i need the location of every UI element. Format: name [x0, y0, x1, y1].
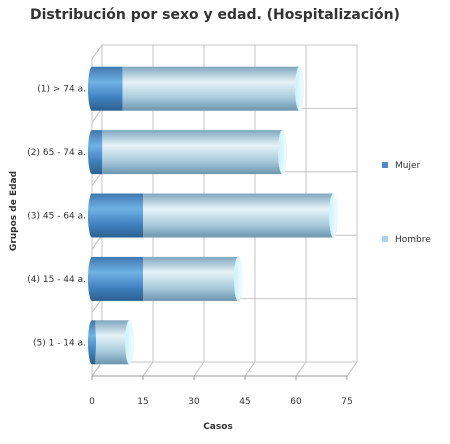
legend-label-hombre: Hombre	[395, 235, 431, 245]
x-gridline-floor	[91, 361, 103, 377]
bar-mujer	[92, 193, 143, 238]
bars	[88, 66, 338, 365]
bar-start-cap	[88, 193, 96, 238]
x-gridline-floor	[244, 361, 256, 377]
y-gridline-wall	[91, 298, 103, 313]
bar-start-cap	[88, 256, 96, 301]
bar-hombre	[143, 193, 334, 238]
x-tick-label: 0	[89, 397, 95, 407]
y-gridline-wall	[91, 171, 103, 187]
bar-start-cap	[88, 66, 96, 111]
bar-end-cap	[329, 193, 338, 238]
y-tick-label: (2) 65 - 74 a.	[27, 148, 86, 158]
x-gridline-floor	[346, 361, 358, 377]
bar-end-cap	[295, 66, 304, 111]
legend-swatch-mujer	[382, 162, 388, 168]
bar-hombre	[95, 320, 130, 365]
plot-floor	[91, 361, 358, 377]
bar-mujer	[92, 130, 103, 175]
y-axis-title: Grupos de Edad	[9, 171, 19, 251]
axes: (1) > 74 a. (2) 65 - 74 a. (3) 45 - 64 a. (…	[27, 85, 352, 407]
bar-end-cap	[278, 129, 287, 175]
bar-mujer	[92, 66, 123, 111]
bar-hombre	[122, 66, 300, 111]
legend: Mujer Hombre	[382, 161, 431, 245]
y-tick-label: (4) 15 - 44 a.	[27, 275, 86, 285]
chart-title: Distribución por sexo y edad. (Hospitali…	[30, 7, 400, 23]
legend-label-mujer: Mujer	[395, 161, 421, 171]
bar-end-cap	[233, 256, 243, 302]
y-tick-label: (5) 1 - 14 a.	[33, 338, 86, 348]
bar-hombre	[143, 256, 239, 301]
y-tick-label: (3) 45 - 64 a.	[27, 212, 86, 222]
x-tick-label: 15	[137, 397, 148, 407]
bar-hombre	[102, 130, 283, 175]
x-gridline-floor	[295, 361, 307, 377]
bar-start-cap	[88, 130, 96, 175]
bar-mujer	[92, 256, 143, 301]
x-tick-label: 75	[341, 397, 352, 407]
x-tick-label: 60	[290, 397, 302, 407]
y-gridline-wall	[91, 234, 103, 250]
legend-swatch-hombre	[382, 236, 388, 242]
y-gridline-wall	[91, 108, 103, 123]
x-tick-label: 45	[239, 397, 250, 407]
y-tick-label: (1) > 74 a.	[37, 85, 86, 95]
bar-start-cap	[88, 320, 96, 365]
x-axis-title: Casos	[203, 422, 233, 432]
x-gridline-floor	[142, 361, 154, 377]
x-tick-label: 30	[188, 397, 200, 407]
bar-end-cap	[125, 320, 134, 365]
x-gridline-floor	[193, 361, 205, 377]
